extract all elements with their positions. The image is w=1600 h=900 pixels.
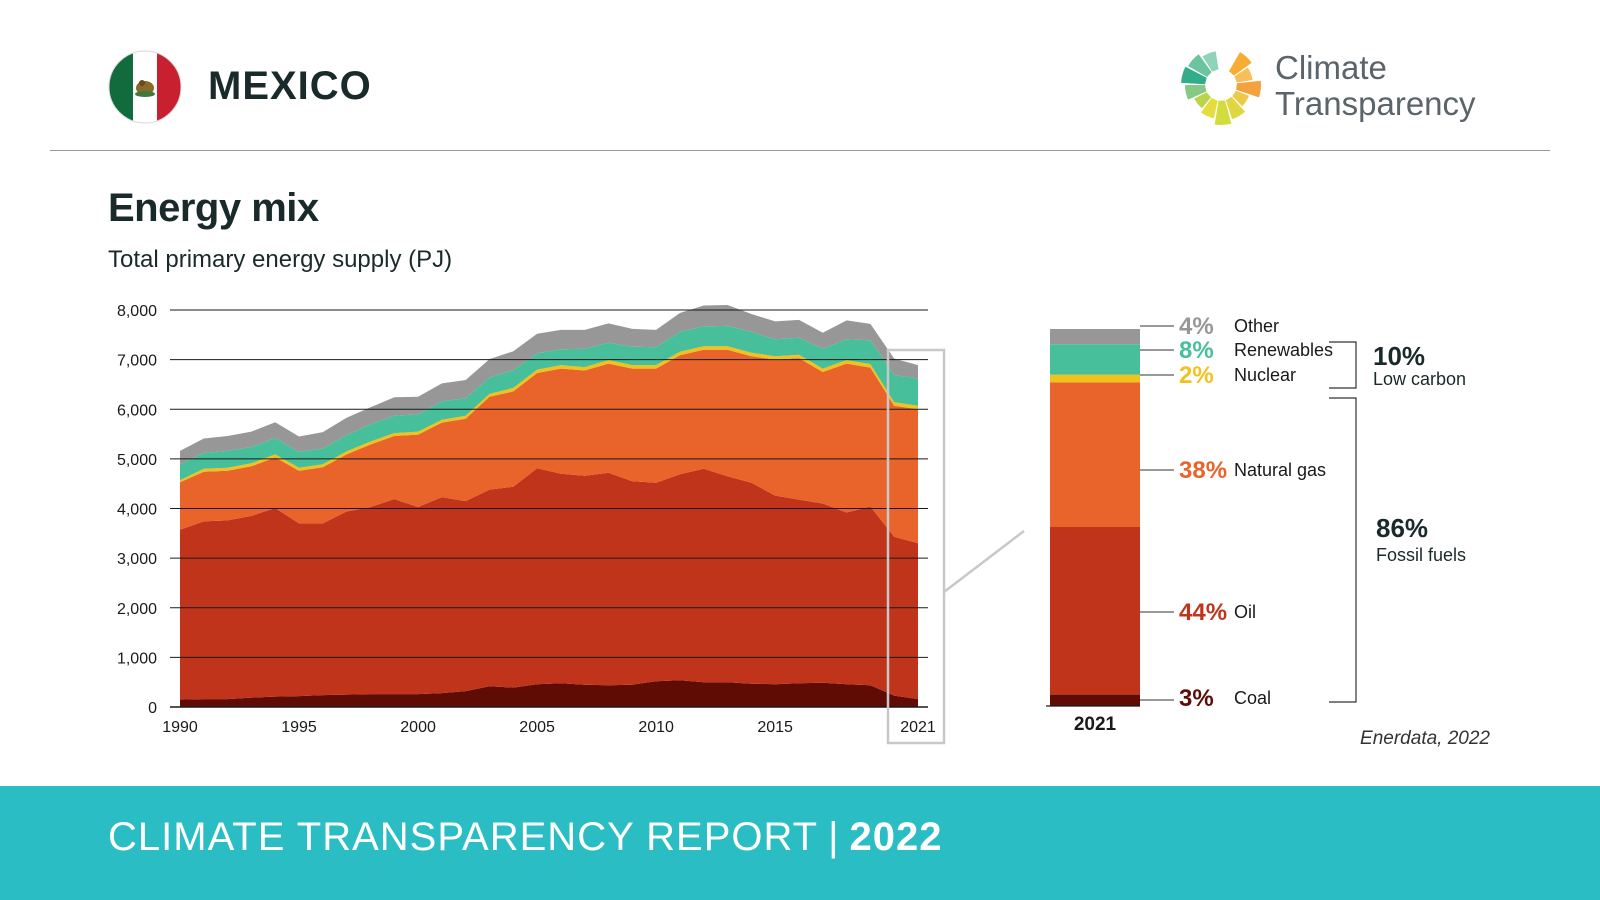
x-tick-label: 2015 (757, 719, 793, 736)
footer-report-name: CLIMATE TRANSPARENCY REPORT (108, 815, 819, 859)
group-label-fossil-fuels: Fossil fuels (1376, 545, 1466, 565)
source-note: Enerdata, 2022 (1360, 728, 1490, 749)
footer-separator: | (828, 815, 840, 859)
brand-name-line-2: Transparency (1275, 85, 1476, 122)
bar-segment-nuclear (1050, 374, 1140, 383)
bar-segment-natural-gas (1050, 382, 1140, 527)
logo-petal (1202, 51, 1219, 72)
bar-category-label: 2021 (1074, 714, 1117, 735)
bar-segment-renewables (1050, 344, 1140, 375)
bar-name-label-coal: Coal (1234, 688, 1271, 708)
bar-segment-coal (1050, 694, 1140, 706)
section-subtitle: Total primary energy supply (PJ) (108, 246, 453, 273)
x-tick-label: 2000 (400, 719, 436, 736)
brand-name: Climate Transparency (1275, 50, 1476, 122)
bar-name-label-renewables: Renewables (1234, 340, 1333, 360)
header-divider (50, 150, 1550, 151)
bar-segment-oil (1050, 527, 1140, 695)
area-series-coal (180, 680, 918, 707)
logo-petal (1225, 96, 1246, 120)
energy-mix-chart: 0 1,000 2,000 3,000 4,000 5,000 6,000 7,000 8,00… (117, 303, 1466, 745)
area-series-natural-gas (180, 349, 918, 544)
brand-name-line-1: Climate (1275, 49, 1387, 86)
bar-name-label-nuclear: Nuclear (1234, 365, 1296, 385)
bracket-low-carbon (1329, 341, 1357, 389)
logo-petal (1194, 92, 1211, 109)
y-tick-label: 4,000 (117, 502, 157, 519)
y-tick-label: 3,000 (117, 551, 157, 568)
section-title: Energy mix (108, 186, 319, 230)
bar-pct-label-oil: 44% (1179, 599, 1227, 626)
area-chart: 0 1,000 2,000 3,000 4,000 5,000 6,000 7,000 8,00… (117, 303, 1025, 745)
logo-petal (1185, 85, 1207, 100)
footer-year: 2022 (849, 815, 943, 859)
bar-pct-label-other: 4% (1179, 313, 1214, 340)
area-series-renewables (180, 325, 918, 481)
bar-segment-other (1050, 329, 1140, 345)
climate-transparency-logo-icon (1181, 51, 1262, 125)
group-label-low-carbon: Low carbon (1373, 369, 1466, 389)
logo-petal (1232, 90, 1249, 107)
group-pct-fossil-fuels: 86% (1376, 513, 1428, 543)
y-tick-label: 1,000 (117, 650, 157, 667)
group-pct-low-carbon: 10% (1373, 341, 1425, 371)
highlight-connector-line (943, 530, 1025, 593)
y-tick-label: 7,000 (117, 353, 157, 370)
y-tick-label: 0 (148, 700, 157, 717)
share-bar-chart: 2021 3% Coal 44% Oil 38% Natural gas 2% Nuclear 8… (1046, 313, 1466, 735)
y-tick-label: 6,000 (117, 402, 157, 419)
logo-petal (1234, 67, 1253, 83)
x-tick-label: 2005 (519, 719, 555, 736)
bar-name-label-natural-gas: Natural gas (1234, 460, 1326, 480)
bar-pct-label-nuclear: 2% (1179, 362, 1214, 389)
highlight-year-box (886, 348, 946, 745)
logo-petal (1188, 54, 1212, 77)
logo-petal (1201, 97, 1218, 119)
logo-petal (1181, 66, 1207, 85)
bar-name-label-oil: Oil (1234, 602, 1256, 622)
area-series-other (180, 305, 918, 465)
bar-pct-label-natural-gas: 38% (1179, 457, 1227, 484)
y-tick-label: 2,000 (117, 601, 157, 618)
bar-pct-label-renewables: 8% (1179, 337, 1214, 364)
mexico-flag-icon (108, 50, 182, 124)
footer-title: CLIMATE TRANSPARENCY REPORT | 2022 (108, 815, 942, 860)
bracket-fossil-fuels (1329, 397, 1357, 703)
x-tick-label: 2021 (900, 719, 936, 736)
y-tick-label: 5,000 (117, 452, 157, 469)
x-tick-label: 1995 (281, 719, 317, 736)
bar-pct-label-coal: 3% (1179, 685, 1214, 712)
x-tick-label: 1990 (162, 719, 198, 736)
y-tick-label: 8,000 (117, 303, 157, 320)
logo-petal (1214, 100, 1232, 125)
logo-petal (1229, 52, 1252, 76)
x-tick-label: 2010 (638, 719, 674, 736)
area-series-oil (180, 468, 918, 700)
footer-band (0, 786, 1600, 900)
logo-petal (1236, 80, 1262, 98)
bar-name-label-other: Other (1234, 316, 1279, 336)
country-name: MEXICO (208, 64, 372, 108)
